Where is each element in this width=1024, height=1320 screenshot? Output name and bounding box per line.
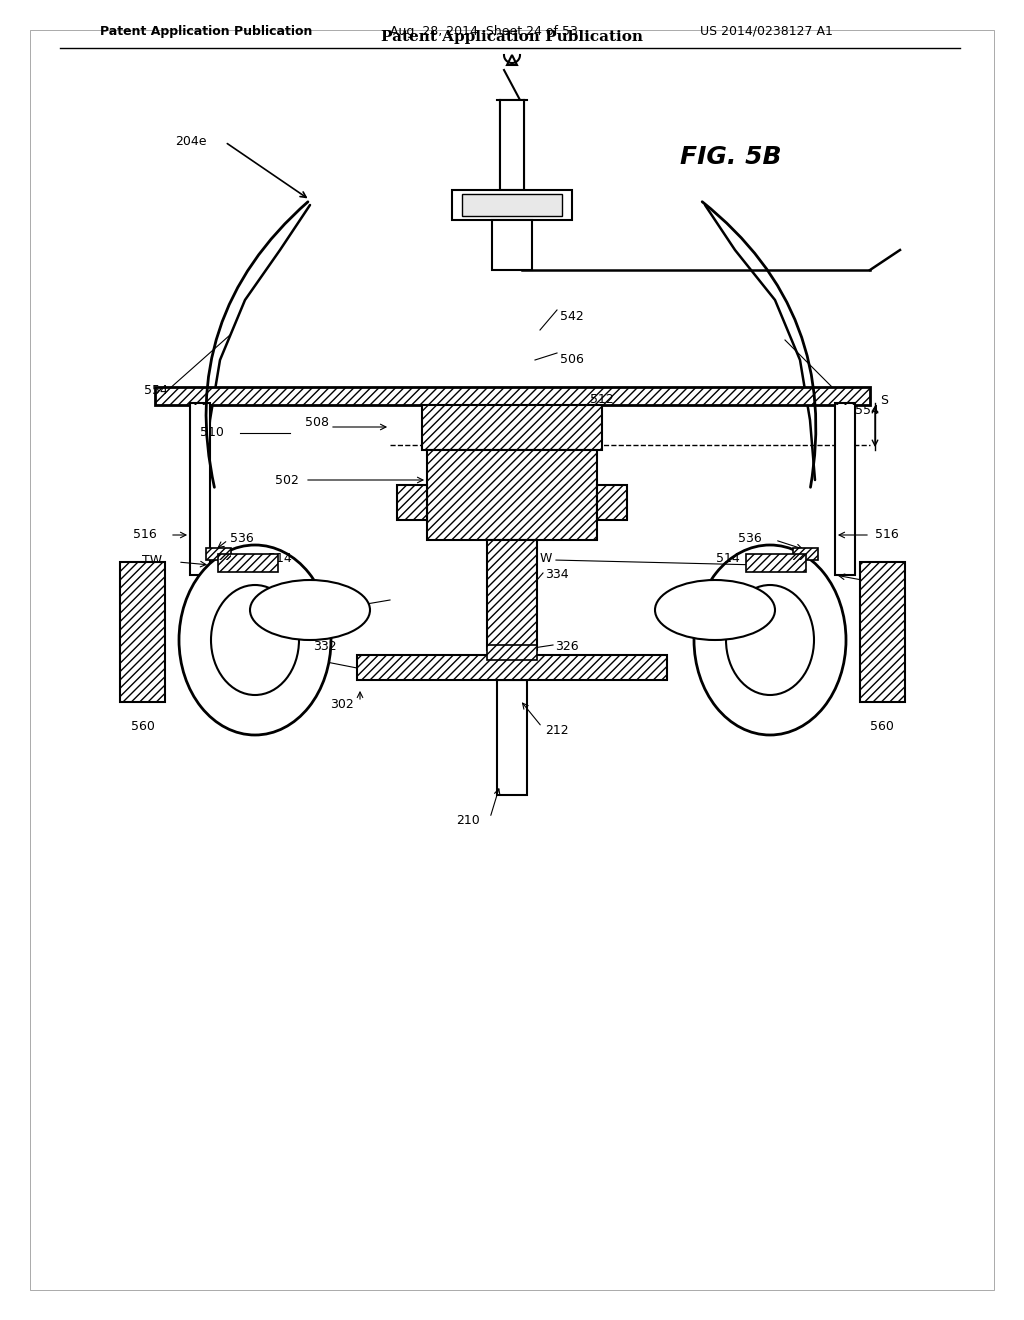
Text: 514: 514	[716, 552, 740, 565]
Bar	[793, 548, 818, 560]
Text: US 2014/0238127 A1: US 2014/0238127 A1	[700, 25, 833, 38]
Bar	[427, 450, 597, 540]
Text: 536: 536	[230, 532, 254, 544]
Text: 508: 508	[305, 417, 329, 429]
Text: T: T	[863, 576, 870, 589]
Ellipse shape	[250, 579, 370, 640]
Ellipse shape	[655, 579, 775, 640]
Polygon shape	[507, 55, 517, 65]
Bar	[452, 190, 572, 220]
Text: 560: 560	[131, 719, 155, 733]
Bar	[500, 100, 524, 190]
Text: 560: 560	[870, 719, 894, 733]
Bar	[497, 680, 527, 795]
Bar	[206, 548, 231, 560]
Bar	[835, 403, 855, 576]
Bar	[746, 554, 806, 572]
Text: Patent Application Publication: Patent Application Publication	[381, 30, 643, 44]
Bar	[120, 562, 165, 702]
Text: 516: 516	[133, 528, 157, 541]
Text: 332: 332	[313, 640, 337, 653]
Ellipse shape	[179, 545, 331, 735]
Bar	[218, 554, 278, 572]
Bar	[397, 484, 427, 520]
Text: 504: 504	[590, 506, 613, 519]
Text: 502: 502	[275, 474, 299, 487]
Text: 304: 304	[303, 651, 327, 664]
Bar	[487, 645, 537, 660]
Text: W: W	[540, 552, 552, 565]
Bar	[487, 540, 537, 649]
Bar	[206, 548, 231, 560]
Ellipse shape	[211, 585, 299, 696]
Text: 510: 510	[200, 426, 224, 440]
Bar	[793, 548, 818, 560]
Text: Aug. 28, 2014  Sheet 24 of 53: Aug. 28, 2014 Sheet 24 of 53	[390, 25, 578, 38]
Bar	[462, 194, 562, 216]
Bar	[487, 645, 537, 660]
Text: 554: 554	[855, 404, 879, 417]
Bar	[422, 405, 602, 450]
Bar	[397, 484, 427, 520]
Bar	[746, 554, 806, 572]
Bar	[860, 562, 905, 702]
Bar	[155, 387, 870, 405]
Bar	[218, 554, 278, 572]
Bar	[860, 562, 905, 702]
Text: TW: TW	[142, 553, 162, 566]
Text: 542: 542	[560, 310, 584, 323]
Bar	[120, 562, 165, 702]
Text: 506: 506	[560, 352, 584, 366]
Bar	[190, 403, 210, 576]
Bar	[357, 655, 667, 680]
Bar	[487, 540, 537, 649]
Text: 512: 512	[590, 393, 613, 407]
Text: 516: 516	[874, 528, 899, 541]
Text: 326: 326	[555, 640, 579, 653]
Text: 338: 338	[345, 602, 369, 615]
Text: 514: 514	[268, 552, 292, 565]
Text: S: S	[880, 393, 888, 407]
Text: Patent Application Publication: Patent Application Publication	[100, 25, 312, 38]
Bar	[597, 484, 627, 520]
Text: 210: 210	[457, 813, 480, 826]
Bar	[597, 484, 627, 520]
Bar	[427, 450, 597, 540]
Bar	[155, 387, 870, 405]
Text: 212: 212	[545, 723, 568, 737]
Text: 334: 334	[545, 569, 568, 582]
Ellipse shape	[726, 585, 814, 696]
Text: 554: 554	[144, 384, 168, 396]
Bar	[492, 220, 532, 271]
Text: FIG. 5B: FIG. 5B	[680, 145, 781, 169]
Ellipse shape	[694, 545, 846, 735]
Bar	[357, 655, 667, 680]
Bar	[422, 405, 602, 450]
Text: 536: 536	[738, 532, 762, 544]
Text: 302: 302	[330, 698, 353, 711]
Text: 204e: 204e	[175, 135, 207, 148]
